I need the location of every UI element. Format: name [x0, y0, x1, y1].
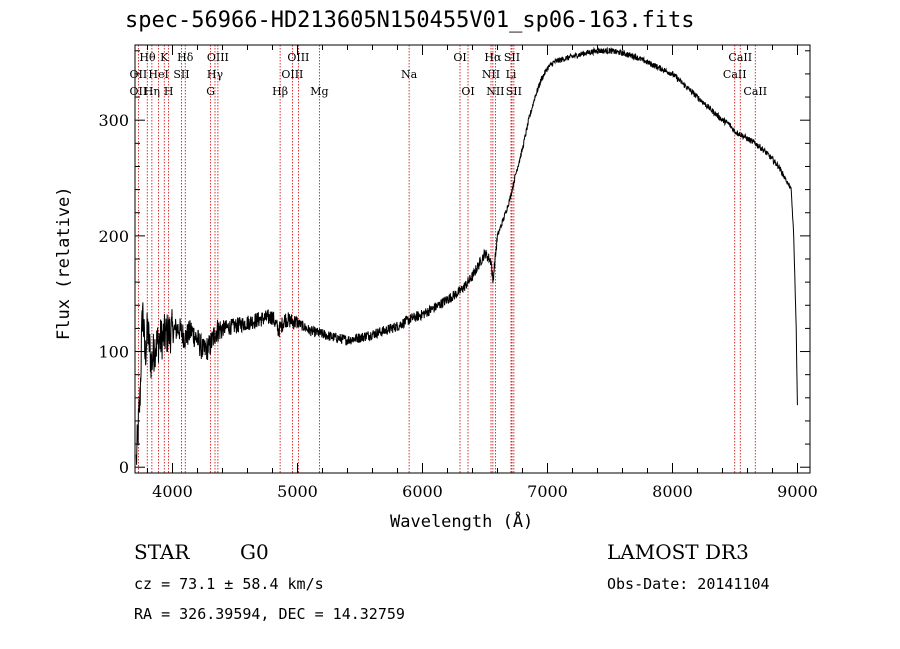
line-label: Hγ: [207, 68, 224, 81]
line-label: Hη: [144, 85, 160, 98]
line-label: SII: [173, 68, 189, 81]
tick-layer: 4000 5000 6000 7000 8000 9000 0 100 200 300: [98, 45, 818, 501]
line-label: CaII: [743, 85, 767, 98]
spectrum-line: [135, 46, 798, 465]
line-label: OIII: [207, 51, 229, 64]
line-label: Hδ: [177, 51, 194, 64]
spectrum-layer: [135, 46, 798, 465]
x-tick-label: 9000: [777, 482, 818, 501]
line-label: OI: [461, 85, 474, 98]
line-label: Na: [401, 68, 418, 81]
line-label: Hα: [484, 51, 502, 64]
line-label: HeI: [148, 68, 168, 81]
line-label: Mg: [310, 85, 328, 98]
line-label: OII: [130, 68, 148, 81]
line-label: Hβ: [272, 85, 288, 98]
observation-date: Obs-Date: 20141104: [607, 575, 770, 593]
line-label: K: [160, 51, 169, 64]
x-tick-label: 6000: [402, 482, 443, 501]
x-tick-label: 7000: [527, 482, 568, 501]
y-tick-label: 0: [119, 458, 129, 477]
y-axis-label: Flux (relative): [54, 186, 74, 340]
line-label: OII: [130, 85, 148, 98]
y-tick-label: 100: [98, 343, 129, 362]
y-tick-label: 200: [98, 227, 129, 246]
line-label: G: [206, 85, 215, 98]
coordinates: RA = 326.39594, DEC = 14.32759: [134, 605, 405, 623]
x-tick-label: 5000: [277, 482, 318, 501]
object-class: STAR: [134, 540, 190, 564]
object-subclass: G0: [240, 540, 269, 564]
x-axis-label: Wavelength (Å): [390, 512, 534, 532]
y-tick-label: 300: [98, 111, 129, 130]
line-label: Hθ: [139, 51, 156, 64]
x-tick-label: 8000: [652, 482, 693, 501]
line-marker-layer: [137, 45, 756, 473]
chart-title: spec-56966-HD213605N150455V01_sp06-163.f…: [125, 8, 695, 33]
line-label: Li: [506, 68, 517, 81]
line-label: OI: [453, 51, 466, 64]
survey-name: LAMOST DR3: [607, 540, 749, 564]
x-tick-label: 4000: [152, 482, 193, 501]
line-label: OIII: [287, 51, 309, 64]
line-label: H: [164, 85, 174, 98]
line-label: SII: [506, 85, 522, 98]
line-label: CaII: [723, 68, 747, 81]
line-label: SII: [504, 51, 520, 64]
line-label: OIII: [281, 68, 303, 81]
redshift-value: cz = 73.1 ± 58.4 km/s: [134, 575, 324, 593]
line-label: CaII: [728, 51, 752, 64]
line-label: NII: [482, 68, 500, 81]
line-label: NII: [486, 85, 504, 98]
